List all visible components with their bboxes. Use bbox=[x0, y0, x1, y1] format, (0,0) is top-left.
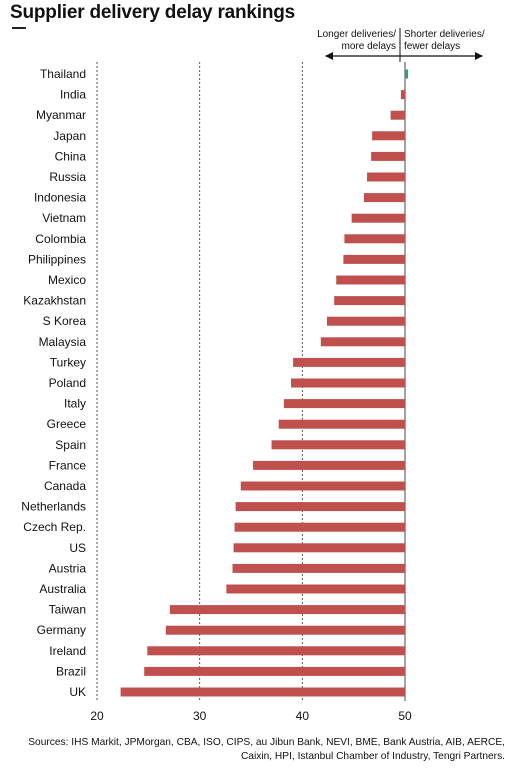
bar-uk bbox=[120, 687, 405, 697]
legend-right-line-2: fewer delays bbox=[404, 41, 460, 52]
category-label: Australia bbox=[39, 582, 86, 596]
category-label: Russia bbox=[49, 170, 86, 184]
bar-philippines bbox=[343, 254, 405, 264]
bar-turkey bbox=[293, 357, 405, 367]
category-label: Brazil bbox=[56, 664, 86, 678]
category-label: Myanmar bbox=[36, 108, 86, 122]
category-label: France bbox=[49, 458, 87, 472]
direction-legend: Longer deliveries/ more delays Shorter d… bbox=[317, 28, 485, 62]
category-label: Colombia bbox=[35, 232, 86, 246]
category-label: US bbox=[69, 541, 86, 555]
category-labels: Thailand India Myanmar Japan China Russia Indo… bbox=[21, 67, 86, 699]
category-label: Philippines bbox=[28, 252, 86, 266]
bar-austria bbox=[232, 563, 405, 573]
category-label: Austria bbox=[49, 561, 87, 575]
bar-netherlands bbox=[235, 502, 405, 512]
bar-s-korea bbox=[326, 316, 405, 326]
category-label: Malaysia bbox=[39, 335, 87, 349]
x-tick-labels: 20 30 40 50 bbox=[90, 709, 412, 723]
bar-chart: Longer deliveries/ more delays Shorter d… bbox=[21, 28, 485, 723]
category-label: Indonesia bbox=[34, 191, 86, 205]
category-label: Taiwan bbox=[49, 603, 86, 617]
category-label: Netherlands bbox=[21, 500, 86, 514]
bar-ireland bbox=[147, 646, 405, 656]
bar-malaysia bbox=[320, 337, 405, 347]
category-label: Thailand bbox=[40, 67, 86, 81]
bar-japan bbox=[372, 131, 405, 141]
bar-kazakhstan bbox=[334, 296, 405, 306]
title-underline bbox=[12, 27, 26, 29]
bar-spain bbox=[271, 440, 405, 450]
legend-left-line-2: more delays bbox=[342, 41, 396, 52]
sources-note: Sources: IHS Markit, JPMorgan, CBA, ISO,… bbox=[28, 737, 505, 762]
x-tick-label: 40 bbox=[296, 709, 310, 723]
category-label: Greece bbox=[47, 417, 87, 431]
bar-us bbox=[233, 543, 405, 553]
bar-myanmar bbox=[390, 110, 405, 120]
category-label: Kazakhstan bbox=[23, 294, 86, 308]
legend-left-line-1: Longer deliveries/ bbox=[317, 29, 396, 40]
category-label: Germany bbox=[37, 623, 86, 637]
category-label: Italy bbox=[64, 397, 86, 411]
category-label: Czech Rep. bbox=[23, 520, 86, 534]
bars bbox=[120, 69, 409, 697]
bar-italy bbox=[283, 399, 405, 409]
bar-poland bbox=[291, 378, 405, 388]
category-label: Canada bbox=[44, 479, 86, 493]
bar-germany bbox=[165, 625, 405, 635]
bar-indonesia bbox=[363, 193, 405, 203]
legend-right-line-1: Shorter deliveries/ bbox=[404, 29, 485, 40]
chart-title: Supplier delivery delay rankings bbox=[10, 2, 296, 23]
bar-india bbox=[400, 90, 405, 100]
bar-vietnam bbox=[351, 213, 405, 223]
bar-france bbox=[253, 460, 405, 470]
bar-china bbox=[371, 151, 405, 161]
x-tick-label: 30 bbox=[193, 709, 207, 723]
category-label: Poland bbox=[49, 376, 86, 390]
category-label: UK bbox=[69, 685, 86, 699]
x-tick-label: 20 bbox=[90, 709, 104, 723]
x-tick-label: 50 bbox=[398, 709, 412, 723]
category-label: Turkey bbox=[50, 355, 86, 369]
bar-greece bbox=[278, 419, 405, 429]
category-label: India bbox=[60, 88, 86, 102]
bar-mexico bbox=[336, 275, 405, 285]
bar-colombia bbox=[344, 234, 405, 244]
category-label: Vietnam bbox=[42, 211, 86, 225]
category-label: Mexico bbox=[48, 273, 86, 287]
bar-russia bbox=[367, 172, 405, 182]
bar-thailand bbox=[405, 69, 409, 79]
category-label: China bbox=[55, 149, 87, 163]
category-label: S Korea bbox=[43, 314, 87, 328]
category-label: Ireland bbox=[49, 644, 86, 658]
bar-brazil bbox=[144, 666, 405, 676]
bar-czech-rep- bbox=[234, 522, 405, 532]
category-label: Japan bbox=[53, 129, 86, 143]
bar-australia bbox=[226, 584, 405, 594]
category-label: Spain bbox=[55, 438, 86, 452]
bar-taiwan bbox=[169, 605, 405, 615]
bar-canada bbox=[240, 481, 405, 491]
